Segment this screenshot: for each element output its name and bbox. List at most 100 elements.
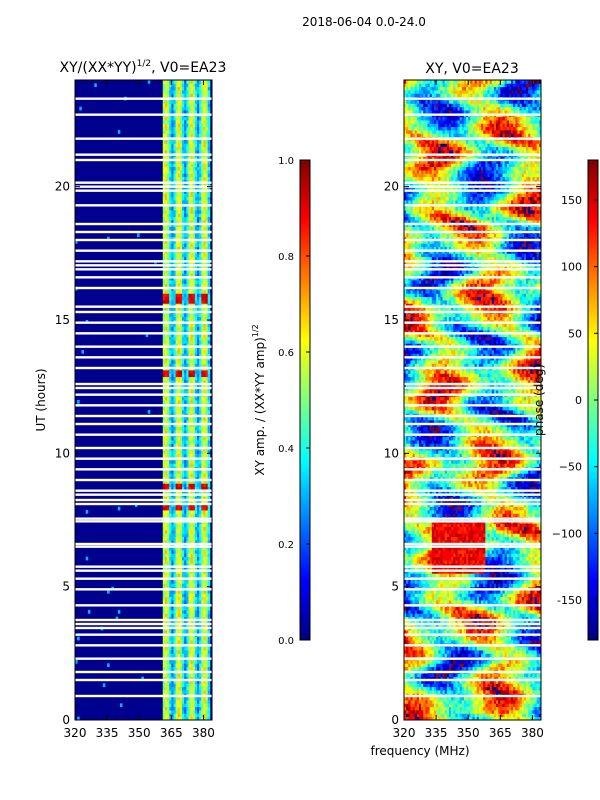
phase-cell (530, 713, 533, 718)
amplitude-cell (190, 440, 194, 444)
phase-cell (410, 710, 413, 714)
phase-cell (483, 710, 486, 714)
amplitude-cell (171, 613, 174, 618)
amplitude-cell (177, 563, 181, 568)
amplitude-cell (182, 316, 185, 321)
amplitude-cell (190, 566, 194, 571)
amplitude-cell (192, 303, 196, 308)
amplitude-cell (207, 300, 211, 304)
amplitude-cell (205, 350, 209, 354)
phase-cell (418, 716, 422, 721)
amplitude-cell (186, 380, 189, 384)
amplitude-cell (190, 193, 194, 198)
amplitude-cell (177, 86, 181, 91)
amplitude-cell (194, 146, 198, 151)
phase-cell (457, 690, 461, 694)
phase-cell (461, 703, 465, 708)
amplitude-cell (171, 176, 174, 181)
phase-cell (429, 713, 433, 718)
amplitude-cell (199, 406, 202, 411)
amplitude-cell (203, 213, 206, 218)
amplitude-cell (205, 336, 209, 341)
phase-cell (496, 713, 499, 718)
amplitude-cell (171, 110, 174, 114)
amplitude-cell (179, 163, 183, 168)
amplitude-cell (194, 550, 198, 554)
amplitude-cell (179, 313, 183, 318)
amplitude-cell (194, 560, 198, 564)
amplitude-cell (188, 420, 191, 424)
amplitude-cell (169, 573, 172, 578)
amplitude-cell (182, 160, 185, 164)
phase-cell (523, 716, 527, 721)
amplitude-cell (192, 673, 196, 678)
amplitude-cell (167, 716, 170, 721)
amplitude-cell (201, 683, 204, 688)
amplitude-cell (205, 716, 209, 721)
phase-cell (476, 703, 480, 708)
amplitude-cell (192, 166, 196, 171)
amplitude-cell (203, 313, 206, 318)
amplitude-cell (173, 500, 177, 504)
amplitude-cell (179, 373, 183, 378)
amplitude-cell (194, 523, 198, 528)
amplitude-cell (205, 240, 209, 244)
amplitude-cell (177, 156, 181, 161)
amplitude-cell (173, 673, 177, 678)
amplitude-cell (197, 496, 200, 501)
amplitude-cell (186, 80, 189, 84)
amplitude-cell (197, 716, 200, 721)
amplitude-cell (192, 573, 196, 578)
amplitude-cell (201, 400, 204, 404)
phase-cell (536, 710, 540, 714)
phase-cell (410, 686, 413, 691)
amplitude-cell (167, 580, 170, 584)
phase-cell (414, 686, 418, 691)
amplitude-cell (207, 333, 211, 338)
amplitude-cell (192, 110, 196, 114)
amplitude-cell (184, 686, 187, 691)
amplitude-cell (205, 373, 209, 378)
amplitude-cell (188, 396, 191, 401)
amplitude-cell (162, 90, 166, 94)
amplitude-cell (184, 353, 187, 358)
phase-cell (451, 703, 454, 708)
amplitude-cell (186, 486, 189, 491)
flag-row (75, 345, 212, 348)
amplitude-cell (194, 610, 198, 614)
amplitude-cell (164, 660, 168, 664)
amplitude-cell (201, 300, 204, 304)
amplitude-cell (188, 270, 191, 274)
amplitude-cell (173, 436, 177, 441)
amplitude-cell (205, 156, 209, 161)
amplitude-cell (177, 226, 181, 231)
amplitude-cell (199, 566, 202, 571)
amplitude-cell (167, 380, 170, 384)
amplitude-cell (184, 333, 187, 338)
amplitude-cell (179, 296, 183, 301)
amplitude-cell (145, 333, 149, 338)
flag-row (75, 332, 212, 335)
amplitude-cell (179, 173, 183, 178)
amplitude-cell (173, 650, 177, 654)
amplitude-cell (175, 476, 179, 481)
amplitude-cell (203, 666, 206, 671)
amplitude-cell (205, 363, 209, 368)
amplitude-cell (175, 463, 179, 468)
amplitude-cell (199, 480, 202, 484)
amplitude-cell (186, 583, 189, 588)
amplitude-cell (192, 606, 196, 611)
amplitude-cell (169, 316, 172, 321)
amplitude-cell (169, 176, 172, 181)
amplitude-cell (171, 573, 174, 578)
amplitude-cell (197, 376, 200, 381)
amplitude-cell (184, 360, 187, 364)
amplitude-cell (205, 706, 209, 711)
amplitude-cell (184, 146, 187, 151)
amplitude-cell (175, 593, 179, 598)
amplitude-cell (203, 270, 206, 274)
amplitude-cell (190, 713, 194, 718)
amplitude-cell (171, 296, 174, 301)
amplitude-cell (167, 280, 170, 284)
phase-cell (453, 700, 456, 704)
